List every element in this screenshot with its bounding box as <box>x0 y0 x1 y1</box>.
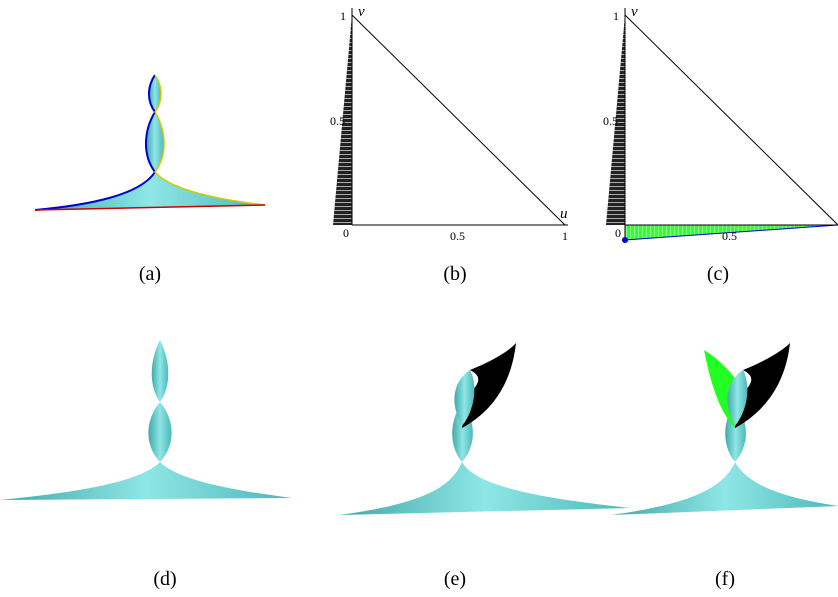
caption: (a) <box>139 263 161 285</box>
tick-label: 0.5 <box>450 229 465 243</box>
tick-label: 0 <box>615 226 621 240</box>
tick-label: 1 <box>562 229 568 243</box>
domain-b <box>333 8 568 225</box>
tick-label: 0 <box>343 226 349 240</box>
caption: (e) <box>444 568 466 590</box>
figure: (a) v u 1 0.5 0 0.5 1 (b) v 1 0.5 0 0.5 … <box>0 0 838 597</box>
surface-f <box>612 343 838 515</box>
axis-label: u <box>560 206 568 222</box>
tick-label: 0.5 <box>603 114 618 128</box>
caption: (c) <box>707 263 729 285</box>
axis-label: v <box>631 4 638 20</box>
caption: (f) <box>715 568 735 590</box>
tick-label: 1 <box>340 9 346 23</box>
tick-label: 1 <box>613 9 619 23</box>
tick-label: 0.5 <box>722 229 737 243</box>
surface-a <box>35 75 265 210</box>
surface-e <box>340 343 630 515</box>
tick-label: 0.5 <box>330 114 345 128</box>
axis-label: v <box>358 4 365 20</box>
caption: (d) <box>153 568 176 590</box>
domain-c <box>606 8 838 243</box>
caption: (b) <box>443 263 466 285</box>
surface-d <box>0 340 292 500</box>
